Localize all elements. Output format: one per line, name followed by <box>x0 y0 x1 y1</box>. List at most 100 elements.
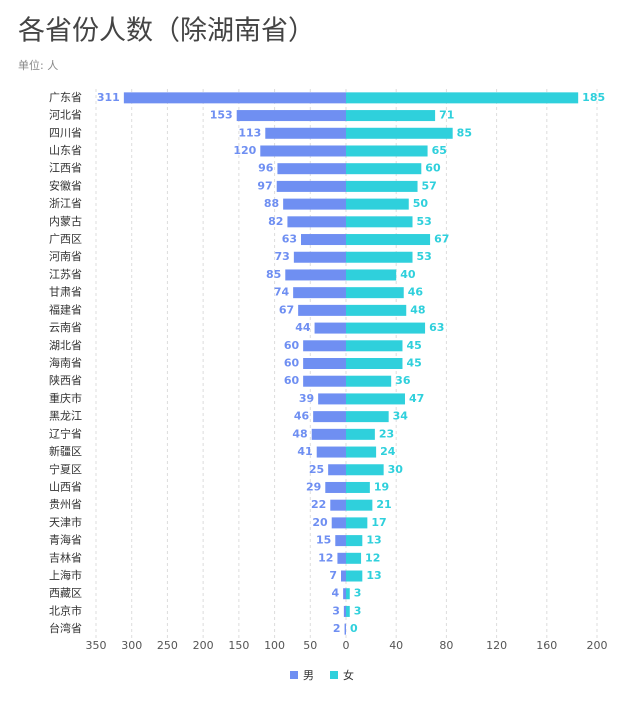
x-tick-label: 40 <box>389 639 403 652</box>
value-label: 41 <box>297 445 312 458</box>
y-tick-label: 青海省 <box>49 533 82 547</box>
value-label: 67 <box>434 233 449 246</box>
y-tick-label: 浙江省 <box>49 197 82 210</box>
y-tick-label: 西藏区 <box>49 587 82 600</box>
y-tick-label: 北京市 <box>49 603 82 617</box>
value-label: 12 <box>318 551 333 564</box>
y-tick-label: 上海市 <box>49 568 82 582</box>
x-tick-label: 80 <box>439 639 453 652</box>
y-tick-label: 江苏省 <box>49 268 82 281</box>
x-tick-label: 160 <box>536 639 557 652</box>
bar <box>346 375 392 387</box>
bar <box>276 180 346 192</box>
bar <box>265 127 346 139</box>
value-label: 15 <box>316 534 331 547</box>
bar <box>303 340 346 352</box>
value-label: 63 <box>282 233 297 246</box>
value-label: 44 <box>295 321 311 334</box>
bar <box>346 393 405 405</box>
x-tick-label: 100 <box>264 639 285 652</box>
value-label: 120 <box>233 144 256 157</box>
y-tick-label: 新疆区 <box>49 444 82 458</box>
value-label: 34 <box>393 410 409 423</box>
bar <box>343 605 346 617</box>
y-tick-label: 重庆市 <box>49 391 82 405</box>
bar <box>346 605 350 617</box>
bar <box>346 216 413 228</box>
value-label: 22 <box>311 498 326 511</box>
bar <box>283 198 346 210</box>
bar <box>346 464 384 476</box>
bar <box>346 304 407 316</box>
legend-swatch <box>330 671 338 679</box>
bar <box>346 499 373 511</box>
bar <box>311 428 346 440</box>
bar <box>346 127 453 139</box>
value-label: 60 <box>284 357 300 370</box>
bar <box>346 481 370 493</box>
value-label: 85 <box>457 126 472 139</box>
value-label: 85 <box>266 268 281 281</box>
bar <box>346 145 428 157</box>
bar <box>344 623 346 635</box>
y-tick-label: 安徽省 <box>49 178 82 192</box>
bar <box>343 588 346 600</box>
value-label: 24 <box>380 445 396 458</box>
x-tick-label: 0 <box>343 639 350 652</box>
bar <box>293 287 346 299</box>
bar <box>301 234 346 246</box>
bar <box>318 393 346 405</box>
y-tick-label: 内蒙古 <box>49 214 82 228</box>
value-label: 46 <box>408 286 424 299</box>
bar <box>341 570 346 582</box>
value-label: 29 <box>306 480 321 493</box>
value-label: 153 <box>210 109 233 122</box>
value-label: 19 <box>374 480 389 493</box>
bar <box>123 92 346 104</box>
y-tick-label: 湖北省 <box>49 339 82 352</box>
bar <box>346 269 397 281</box>
bar <box>346 446 377 458</box>
bar <box>287 216 346 228</box>
y-tick-label: 辽宁省 <box>49 426 82 440</box>
x-tick-label: 200 <box>587 639 608 652</box>
legend-label: 男 <box>303 669 314 682</box>
bar <box>314 322 346 334</box>
value-label: 88 <box>264 197 279 210</box>
bar <box>335 535 346 547</box>
bar <box>346 358 403 369</box>
value-label: 113 <box>238 126 261 139</box>
value-label: 185 <box>582 91 605 104</box>
value-label: 67 <box>279 303 294 316</box>
bar <box>331 517 346 529</box>
y-tick-label: 海南省 <box>49 356 82 370</box>
y-tick-label: 河北省 <box>49 109 82 122</box>
legend-swatch <box>290 671 298 679</box>
y-tick-label: 黑龙江 <box>49 410 82 423</box>
value-label: 20 <box>312 516 328 529</box>
value-label: 13 <box>366 569 381 582</box>
x-tick-label: 50 <box>303 639 317 652</box>
bar <box>337 552 346 564</box>
value-label: 21 <box>376 498 391 511</box>
bar <box>260 145 346 157</box>
y-tick-label: 江西省 <box>49 162 82 175</box>
value-label: 3 <box>354 587 362 600</box>
value-label: 46 <box>294 410 310 423</box>
value-label: 48 <box>292 427 307 440</box>
bar <box>330 499 346 511</box>
bar <box>346 92 579 104</box>
y-tick-label: 宁夏区 <box>49 462 82 476</box>
value-label: 45 <box>406 339 421 352</box>
y-tick-label: 云南省 <box>49 321 82 334</box>
value-label: 2 <box>333 622 341 635</box>
value-label: 53 <box>417 250 432 263</box>
value-label: 48 <box>410 303 425 316</box>
value-label: 60 <box>284 339 300 352</box>
y-tick-label: 山西省 <box>49 480 82 493</box>
x-tick-label: 300 <box>121 639 142 652</box>
value-label: 47 <box>409 392 424 405</box>
bar <box>303 375 346 387</box>
y-tick-label: 福建省 <box>49 302 82 316</box>
y-tick-label: 四川省 <box>49 126 82 139</box>
